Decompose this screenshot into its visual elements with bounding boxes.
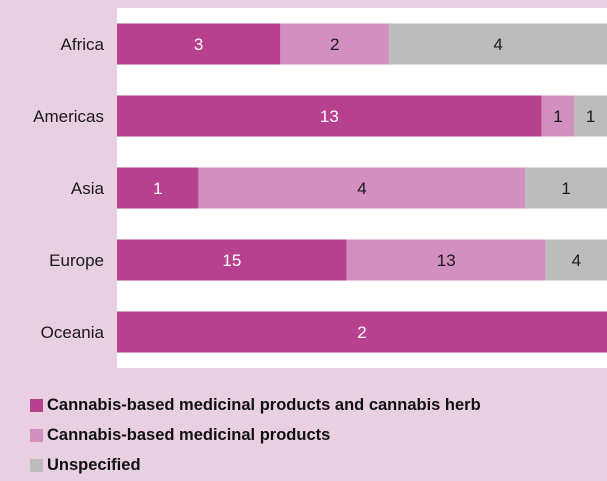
category-label-africa: Africa bbox=[61, 35, 105, 54]
category-label-oceania: Oceania bbox=[41, 323, 105, 342]
legend-label-unspecified: Unspecified bbox=[47, 455, 141, 474]
bar-segment-oceania-series-1 bbox=[117, 311, 607, 353]
bar-segment-europe-series-3 bbox=[545, 239, 607, 281]
legend-item-herb-and-products: Cannabis-based medicinal products and ca… bbox=[30, 390, 481, 420]
data-label-oceania-series-1: 2 bbox=[357, 323, 366, 342]
data-label-asia-series-3: 1 bbox=[561, 179, 570, 198]
data-label-europe-series-3: 4 bbox=[572, 251, 581, 270]
data-label-europe-series-2: 13 bbox=[437, 251, 456, 270]
data-label-europe-series-1: 15 bbox=[222, 251, 241, 270]
bar-segment-americas-series-3 bbox=[574, 95, 607, 137]
data-label-asia-series-2: 4 bbox=[357, 179, 366, 198]
legend-label-herb-and-products: Cannabis-based medicinal products and ca… bbox=[47, 395, 481, 414]
bar-segment-asia-series-1 bbox=[117, 167, 199, 209]
category-label-asia: Asia bbox=[71, 179, 105, 198]
legend-item-unspecified: Unspecified bbox=[30, 450, 481, 480]
legend-swatch-herb-and-products bbox=[30, 398, 43, 412]
stacked-bar-chart: Africa 3 2 4 Americas 13 1 1 Asia 1 4 1 Europe 15 13 4 O… bbox=[33, 8, 607, 368]
legend-swatch-unspecified bbox=[30, 458, 43, 472]
legend-swatch-medicinal-products bbox=[30, 428, 43, 442]
data-label-africa-series-2: 2 bbox=[330, 35, 339, 54]
bar-segment-americas-series-2 bbox=[541, 95, 575, 137]
data-label-africa-series-3: 4 bbox=[493, 35, 502, 54]
category-label-europe: Europe bbox=[49, 251, 104, 270]
data-label-asia-series-1: 1 bbox=[153, 179, 162, 198]
data-label-americas-series-2: 1 bbox=[553, 107, 562, 126]
bar-segment-asia-series-3 bbox=[525, 167, 607, 209]
category-label-americas: Americas bbox=[33, 107, 104, 126]
bar-segment-africa-series-2 bbox=[280, 23, 390, 65]
bar-segment-africa-series-1 bbox=[117, 23, 281, 65]
bar-segment-americas-series-1 bbox=[117, 95, 542, 137]
legend: Cannabis-based medicinal products and ca… bbox=[30, 390, 481, 480]
data-label-americas-series-1: 13 bbox=[320, 107, 339, 126]
data-label-africa-series-1: 3 bbox=[194, 35, 203, 54]
bar-segment-africa-series-3 bbox=[389, 23, 607, 65]
bar-segment-europe-series-2 bbox=[346, 239, 546, 281]
bar-segment-asia-series-2 bbox=[198, 167, 526, 209]
legend-label-medicinal-products: Cannabis-based medicinal products bbox=[47, 425, 331, 444]
legend-item-medicinal-products: Cannabis-based medicinal products bbox=[30, 420, 481, 450]
data-label-americas-series-3: 1 bbox=[586, 107, 595, 126]
bar-segment-europe-series-1 bbox=[117, 239, 347, 281]
